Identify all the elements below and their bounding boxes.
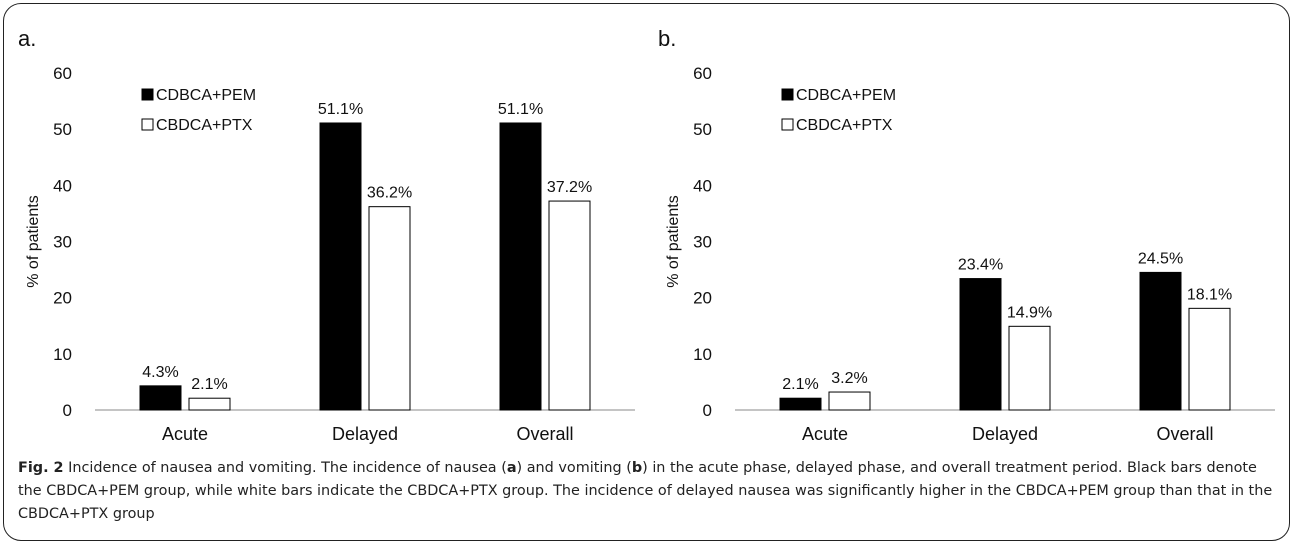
y-tick-label: 10: [53, 345, 72, 364]
data-label: 23.4%: [958, 257, 1003, 274]
legend-label: CDBCA+PEM: [796, 87, 896, 104]
data-label: 18.1%: [1187, 286, 1232, 303]
legend-swatch: [141, 88, 154, 101]
y-tick-label: 10: [693, 345, 712, 364]
bar-overall-series-2: [548, 200, 591, 411]
y-tick-label: 20: [53, 289, 72, 308]
caption-figure-label: Fig. 2: [18, 460, 64, 476]
x-category-label: Acute: [802, 424, 848, 444]
x-category-label: Overall: [1156, 424, 1213, 444]
data-label: 51.1%: [318, 101, 363, 118]
y-tick-label: 60: [53, 64, 72, 83]
data-label: 24.5%: [1138, 250, 1183, 267]
bar-delayed-series-2: [1008, 325, 1051, 411]
panel-label-b: b.: [658, 26, 676, 51]
y-tick-label: 0: [703, 401, 712, 420]
x-category-label: Overall: [516, 424, 573, 444]
x-category-label: Acute: [162, 424, 208, 444]
data-label: 51.1%: [498, 101, 543, 118]
y-tick-label: 30: [693, 233, 712, 252]
caption-panel-a-ref: a: [506, 460, 517, 476]
y-tick-label: 40: [53, 176, 72, 195]
y-tick-label: 0: [63, 401, 72, 420]
y-tick-label: 50: [53, 120, 72, 139]
bar-delayed-series-2: [368, 206, 411, 411]
bar-delayed-series-1: [959, 278, 1002, 411]
caption-panel-b-ref: b: [631, 460, 643, 476]
data-label: 14.9%: [1007, 304, 1052, 321]
bar-overall-series-2: [1188, 307, 1231, 411]
y-tick-label: 30: [53, 233, 72, 252]
data-label: 2.1%: [191, 376, 227, 393]
figure-caption: Fig. 2 Incidence of nausea and vomiting.…: [18, 457, 1278, 526]
data-label: 2.1%: [782, 376, 818, 393]
figure-frame: [3, 3, 1290, 541]
panel-label-a: a.: [18, 26, 36, 51]
caption-text-3: ) in the acute phase, delayed phase, and…: [18, 460, 1273, 522]
y-tick-label: 40: [693, 176, 712, 195]
caption-text-2: ) and vomiting (: [516, 460, 632, 476]
bar-delayed-series-1: [319, 122, 362, 411]
data-label: 4.3%: [142, 364, 178, 381]
data-label: 3.2%: [831, 370, 867, 387]
caption-text-1: Incidence of nausea and vomiting. The in…: [63, 460, 507, 476]
legend-label: CBDCA+PTX: [156, 117, 253, 134]
bar-acute-series-1: [139, 385, 182, 411]
y-tick-label: 60: [693, 64, 712, 83]
legend-label: CDBCA+PEM: [156, 87, 256, 104]
bar-overall-series-1: [1139, 271, 1182, 411]
y-axis-label: % of patients: [25, 195, 42, 288]
legend-swatch: [781, 88, 794, 101]
y-tick-label: 50: [693, 120, 712, 139]
chart-panel-b: b. % of patients 0 10 20 30 40 50 60 2.1% 3.2% Acut…: [658, 26, 1275, 444]
y-tick-label: 20: [693, 289, 712, 308]
x-category-label: Delayed: [332, 424, 398, 444]
bar-overall-series-1: [499, 122, 542, 411]
legend-swatch: [781, 118, 794, 131]
data-label: 37.2%: [547, 179, 592, 196]
data-label: 36.2%: [367, 185, 412, 202]
x-category-label: Delayed: [972, 424, 1038, 444]
chart-panel-a: a. % of patients 0 10 20 30 40 50 60 4.3% 2.1% Acut…: [18, 26, 635, 444]
bar-acute-series-1: [779, 397, 822, 411]
y-axis-label: % of patients: [665, 195, 682, 288]
legend-swatch: [141, 118, 154, 131]
bar-acute-series-2: [188, 397, 231, 411]
legend-label: CBDCA+PTX: [796, 117, 893, 134]
bar-acute-series-2: [828, 391, 871, 411]
